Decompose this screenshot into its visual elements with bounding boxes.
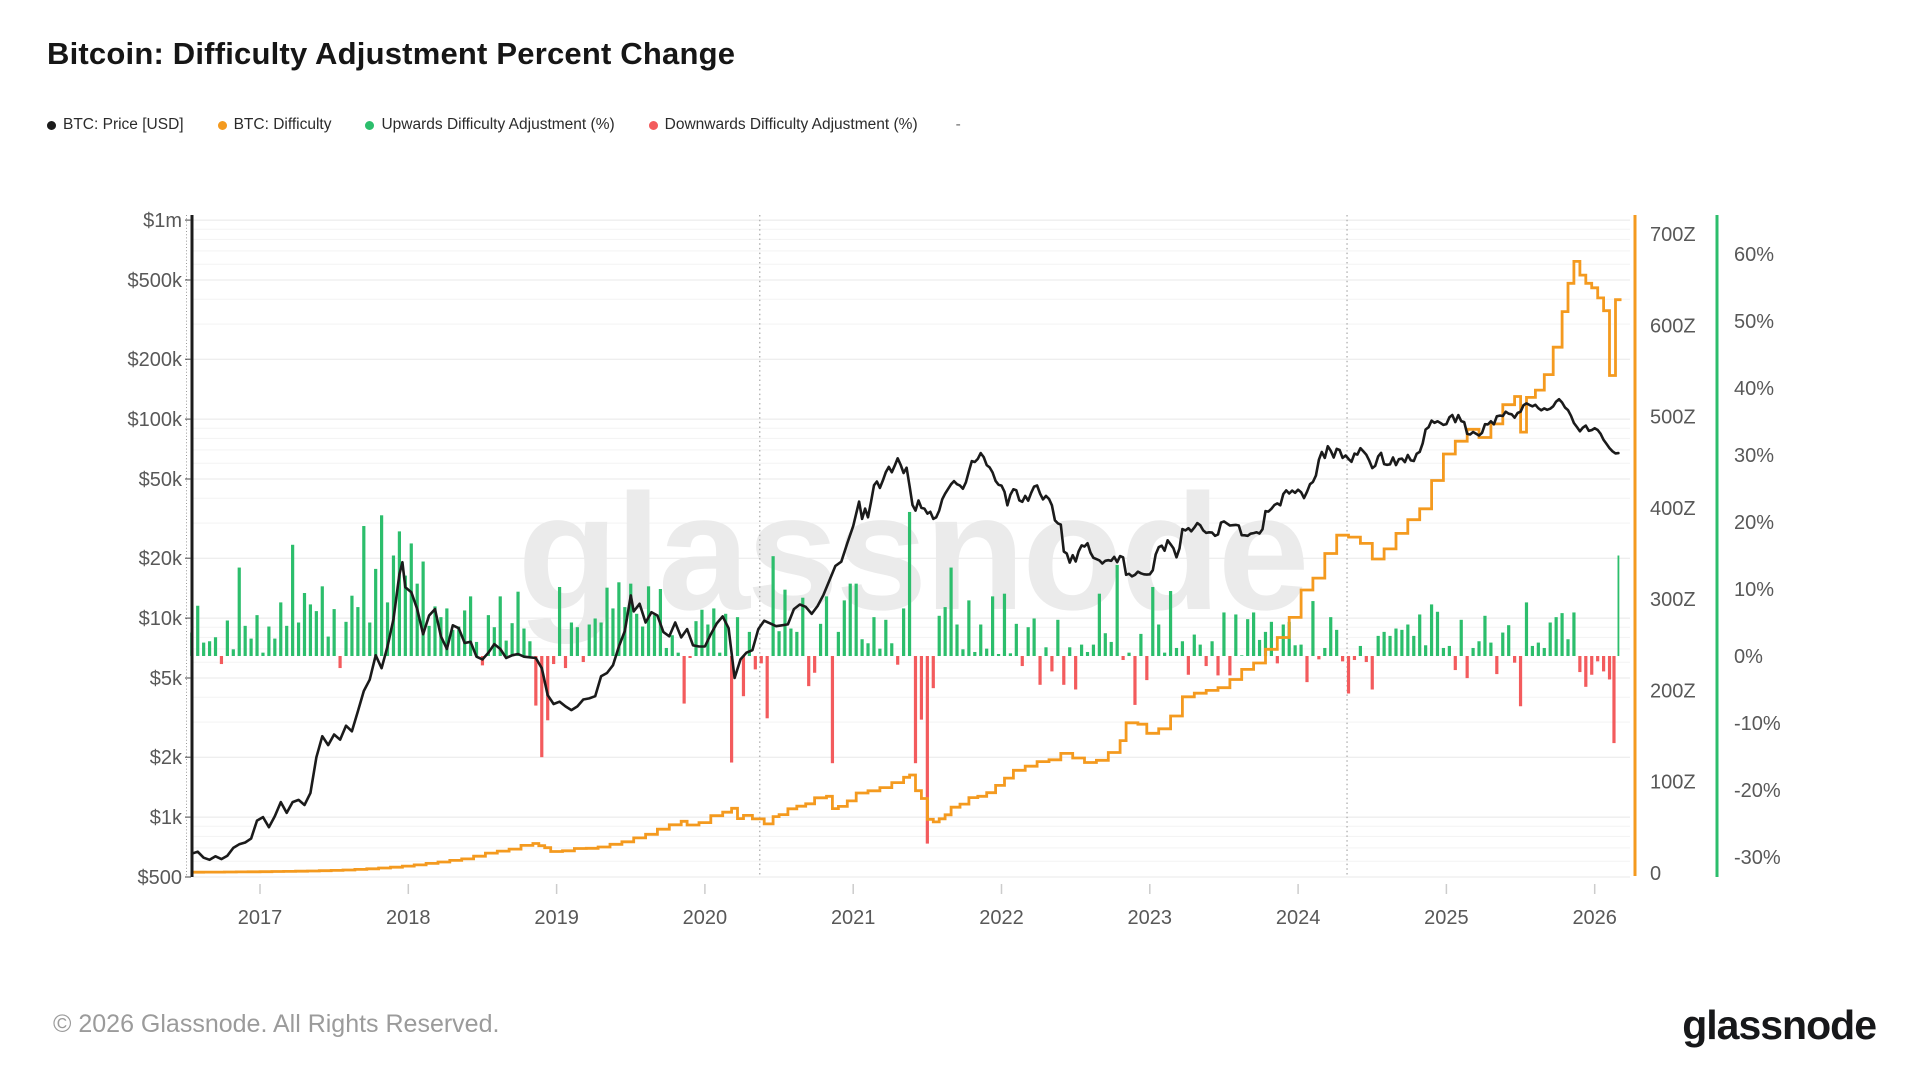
svg-text:2017: 2017 <box>238 907 283 929</box>
difficulty-adjustment-bars <box>190 511 1620 844</box>
svg-text:$500: $500 <box>138 867 183 889</box>
svg-text:600Z: 600Z <box>1650 315 1696 337</box>
svg-text:0%: 0% <box>1734 646 1763 668</box>
svg-text:2020: 2020 <box>683 907 728 929</box>
price-axis-line <box>190 215 194 877</box>
page-title: Bitcoin: Difficulty Adjustment Percent C… <box>47 36 736 71</box>
svg-text:-30%: -30% <box>1734 847 1781 869</box>
difficulty-line-series <box>191 260 1622 874</box>
svg-text:20%: 20% <box>1734 512 1774 534</box>
svg-text:500Z: 500Z <box>1650 407 1696 429</box>
svg-text:700Z: 700Z <box>1650 224 1696 246</box>
glassnode-logo: glassnode <box>1682 1002 1877 1048</box>
legend-item-downwards-adjustment[interactable]: Downwards Difficulty Adjustment (%) <box>648 116 918 134</box>
svg-text:$1m: $1m <box>143 210 182 232</box>
svg-text:2018: 2018 <box>386 907 431 929</box>
x-axis-labels: 2017 2018 2019 2020 2021 2022 2023 2024 2025 2026 <box>238 884 1617 929</box>
legend-color-dot-icon <box>365 120 375 130</box>
percent-axis-line <box>1715 215 1719 877</box>
copyright-text: © 2026 Glassnode. All Rights Reserved. <box>53 1010 500 1038</box>
svg-text:-20%: -20% <box>1734 780 1781 802</box>
legend-item-upwards-adjustment[interactable]: Upwards Difficulty Adjustment (%) <box>365 116 615 134</box>
legend: BTC: Price [USD] BTC: Difficulty Upwards D… <box>47 116 961 134</box>
svg-text:10%: 10% <box>1734 579 1774 601</box>
svg-text:50%: 50% <box>1734 311 1774 333</box>
axes <box>186 215 1719 877</box>
difficulty-axis-line <box>1633 215 1637 876</box>
svg-text:2022: 2022 <box>979 907 1024 929</box>
legend-item-label: BTC: Difficulty <box>233 116 332 133</box>
percent-axis-labels: 60% 50% 40% 30% 20% 10% 0% -10% -20% -30% <box>1734 244 1781 869</box>
price-line-series <box>190 397 1620 862</box>
svg-text:$200k: $200k <box>128 349 183 371</box>
legend-item-btc-difficulty[interactable]: BTC: Difficulty <box>217 116 332 134</box>
difficulty-axis-labels: 700Z 600Z 500Z 400Z 300Z 200Z 100Z 0 <box>1650 224 1696 885</box>
svg-text:100Z: 100Z <box>1650 772 1696 794</box>
legend-item-label: Upwards Difficulty Adjustment (%) <box>381 116 615 133</box>
svg-text:2021: 2021 <box>831 907 876 929</box>
svg-text:2023: 2023 <box>1128 907 1173 929</box>
legend-item-label: Downwards Difficulty Adjustment (%) <box>664 116 918 133</box>
svg-text:400Z: 400Z <box>1650 498 1696 520</box>
svg-text:2025: 2025 <box>1424 907 1469 929</box>
svg-text:$2k: $2k <box>150 747 183 769</box>
svg-text:$500k: $500k <box>128 270 183 292</box>
svg-text:-10%: -10% <box>1734 713 1781 735</box>
legend-color-dot-icon <box>217 120 227 130</box>
legend-color-dot-icon <box>648 120 658 130</box>
svg-text:40%: 40% <box>1734 378 1774 400</box>
svg-text:0: 0 <box>1650 863 1661 885</box>
svg-text:2026: 2026 <box>1572 907 1617 929</box>
svg-text:60%: 60% <box>1734 244 1774 266</box>
svg-text:$1k: $1k <box>150 807 183 829</box>
svg-text:$20k: $20k <box>139 548 183 570</box>
svg-text:$50k: $50k <box>139 469 183 491</box>
svg-text:$5k: $5k <box>150 668 183 690</box>
svg-text:$100k: $100k <box>128 409 183 431</box>
legend-extra-dash: - <box>955 116 961 133</box>
legend-color-dot-icon <box>47 120 56 130</box>
svg-text:$10k: $10k <box>139 608 183 630</box>
svg-text:2024: 2024 <box>1276 907 1321 929</box>
legend-item-label: BTC: Price [USD] <box>63 116 184 133</box>
price-axis-labels: $1m $500k $200k $100k $50k $20k $10k $5k $2k $1k $… <box>128 210 191 889</box>
svg-text:2019: 2019 <box>534 907 579 929</box>
svg-text:200Z: 200Z <box>1650 680 1696 702</box>
svg-text:30%: 30% <box>1734 445 1774 467</box>
svg-text:300Z: 300Z <box>1650 589 1696 611</box>
legend-item-btc-price[interactable]: BTC: Price [USD] <box>47 116 184 134</box>
